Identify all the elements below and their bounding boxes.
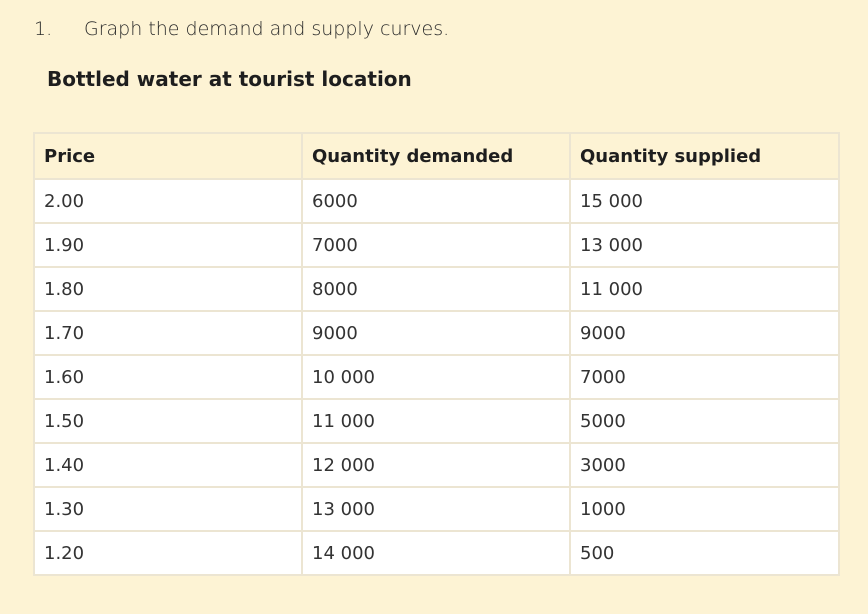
price-cell: 1.90 [33, 222, 303, 268]
header-row: Price Quantity demanded Quantity supplie… [33, 132, 840, 180]
quantity-supplied-cell: 7000 [569, 354, 840, 400]
quantity-demanded-cell: 6000 [301, 178, 571, 224]
question: 1. Graph the demand and supply curves. [34, 18, 449, 40]
table-row: 1.50 11 000 5000 [33, 398, 840, 444]
quantity-supplied-cell: 15 000 [569, 178, 840, 224]
quantity-supplied-cell: 500 [569, 530, 840, 576]
price-cell: 1.20 [33, 530, 303, 576]
table-row: 1.70 9000 9000 [33, 310, 840, 356]
quantity-demanded-cell: 13 000 [301, 486, 571, 532]
table-row: 2.00 6000 15 000 [33, 178, 840, 224]
price-cell: 2.00 [33, 178, 303, 224]
quantity-supplied-cell: 3000 [569, 442, 840, 488]
quantity-demanded-cell: 11 000 [301, 398, 571, 444]
quantity-demanded-cell: 10 000 [301, 354, 571, 400]
table-row: 1.30 13 000 1000 [33, 486, 840, 532]
supply-demand-table: Price Quantity demanded Quantity supplie… [33, 132, 840, 576]
table-row: 1.80 8000 11 000 [33, 266, 840, 312]
question-text: Graph the demand and supply curves. [84, 18, 450, 40]
price-cell: 1.30 [33, 486, 303, 532]
price-cell: 1.50 [33, 398, 303, 444]
price-cell: 1.80 [33, 266, 303, 312]
quantity-demanded-cell: 7000 [301, 222, 571, 268]
price-cell: 1.40 [33, 442, 303, 488]
quantity-supplied-cell: 9000 [569, 310, 840, 356]
quantity-demanded-cell: 14 000 [301, 530, 571, 576]
table-row: 1.40 12 000 3000 [33, 442, 840, 488]
quantity-supplied-cell: 11 000 [569, 266, 840, 312]
price-cell: 1.70 [33, 310, 303, 356]
quantity-supplied-cell: 5000 [569, 398, 840, 444]
quantity-supplied-cell: 1000 [569, 486, 840, 532]
quantity-demanded-cell: 9000 [301, 310, 571, 356]
price-cell: 1.60 [33, 354, 303, 400]
table-row: 1.90 7000 13 000 [33, 222, 840, 268]
header-price: Price [33, 132, 303, 180]
question-number: 1. [34, 18, 53, 40]
quantity-supplied-cell: 13 000 [569, 222, 840, 268]
quantity-demanded-cell: 8000 [301, 266, 571, 312]
table-row: 1.60 10 000 7000 [33, 354, 840, 400]
table-title: Bottled water at tourist location [47, 67, 412, 91]
header-quantity-supplied: Quantity supplied [569, 132, 840, 180]
header-quantity-demanded: Quantity demanded [301, 132, 571, 180]
quantity-demanded-cell: 12 000 [301, 442, 571, 488]
table-row: 1.20 14 000 500 [33, 530, 840, 576]
